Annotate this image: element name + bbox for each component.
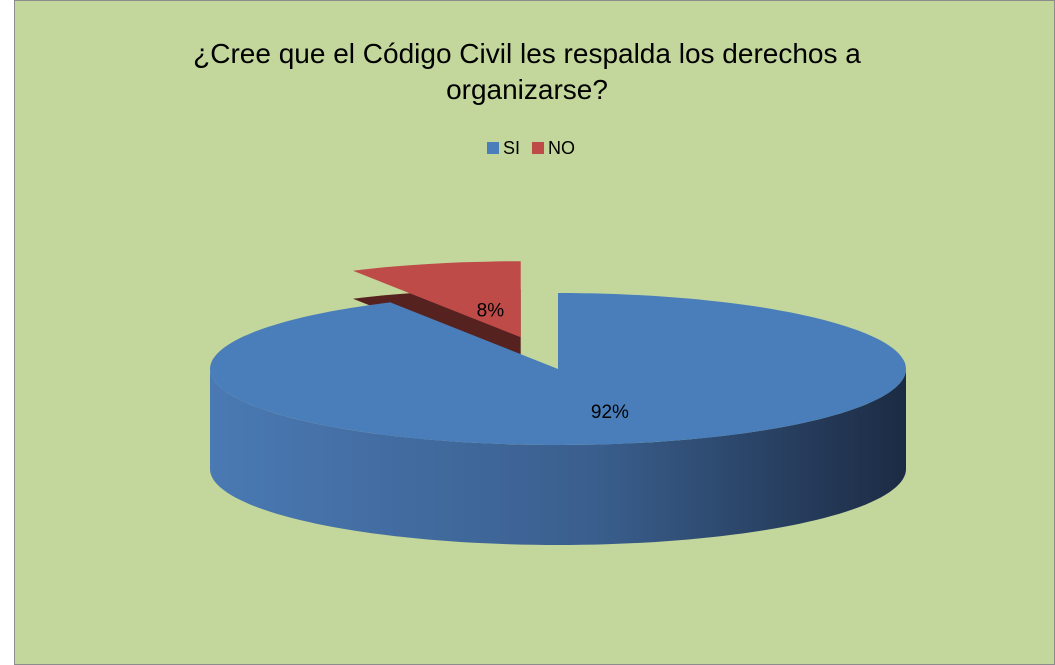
data-label: 8% xyxy=(477,301,505,322)
chart-title: ¿Cree que el Código Civil les respalda l… xyxy=(193,38,861,105)
pie-slice xyxy=(353,261,521,338)
chart-area xyxy=(14,0,1055,665)
pie-slice xyxy=(210,293,906,445)
legend-label: NO xyxy=(548,138,575,158)
legend-swatch xyxy=(487,142,499,154)
data-label: 92% xyxy=(591,402,629,423)
legend-label: SI xyxy=(503,138,520,158)
legend-swatch xyxy=(532,142,545,154)
pie-side xyxy=(210,369,906,545)
